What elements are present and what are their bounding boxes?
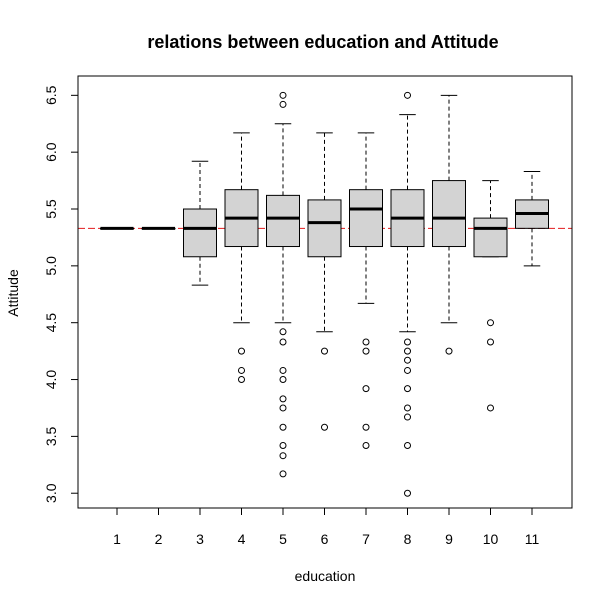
outlier-point: [362, 385, 370, 393]
outlier-point: [279, 423, 287, 431]
y-axis-label: Attitude: [5, 269, 21, 317]
outlier-point: [279, 91, 287, 99]
outlier-point: [404, 338, 411, 346]
box-group-11: [515, 170, 549, 267]
outlier-point: [404, 441, 411, 449]
outlier-point: [279, 404, 287, 412]
x-axis: 1 2 3 4 5 6 7 8 9 10 11: [113, 507, 540, 547]
y-tick-label: 3.5: [43, 426, 59, 446]
plot-frame: [77, 75, 573, 509]
box-group-7: [349, 132, 383, 449]
box-group-3: [183, 160, 217, 286]
outlier-point: [404, 404, 411, 412]
box-group-5: [266, 91, 300, 478]
y-tick-label: 6.5: [43, 85, 59, 105]
y-tick-label: 5.0: [43, 256, 59, 276]
outlier-point: [404, 356, 411, 364]
outlier-point: [279, 452, 287, 460]
y-tick-label: 3.0: [43, 483, 59, 503]
chart-title: relations between education and Attitude: [147, 32, 498, 52]
box-group-4: [224, 132, 259, 384]
outlier-point: [362, 441, 370, 449]
x-tick-label: 10: [483, 531, 499, 547]
outlier-point: [238, 366, 245, 374]
box-iqr: [349, 189, 383, 248]
y-axis: 3.0 3.5 4.0 4.5 5.0 5.5 6.0 6.5: [43, 85, 79, 503]
x-tick-label: 1: [113, 531, 121, 547]
outlier-point: [279, 366, 287, 374]
outlier-point: [321, 423, 328, 431]
outlier-point: [362, 338, 370, 346]
outlier-point: [279, 470, 287, 478]
box-group-10: [473, 180, 508, 412]
outlier-point: [362, 423, 370, 431]
outlier-point: [487, 404, 494, 412]
y-tick-label: 4.0: [43, 370, 59, 390]
box-iqr: [183, 208, 217, 258]
box-group-6: [307, 132, 342, 431]
outlier-point: [279, 441, 287, 449]
box-iqr: [307, 199, 342, 258]
outlier-point: [279, 376, 287, 384]
y-tick-label: 4.5: [43, 313, 59, 333]
outlier-point: [238, 376, 245, 384]
box-iqr: [473, 217, 508, 258]
plot-area: [78, 91, 572, 497]
outlier-point: [487, 338, 494, 346]
outlier-point: [445, 347, 453, 355]
x-tick-label: 8: [404, 531, 412, 547]
outlier-point: [404, 347, 411, 355]
box-group-8: [390, 91, 425, 497]
box-group-1: [100, 226, 134, 230]
outlier-point: [404, 385, 411, 393]
box-iqr: [432, 180, 466, 248]
y-tick-label: 6.0: [43, 142, 59, 162]
x-tick-label: 11: [525, 531, 540, 547]
x-tick-label: 4: [238, 531, 246, 547]
box-group-9: [432, 94, 466, 355]
outlier-point: [404, 91, 411, 99]
y-tick-label: 5.5: [43, 199, 59, 219]
outlier-point: [404, 366, 411, 374]
x-tick-label: 2: [155, 531, 163, 547]
outlier-point: [279, 100, 287, 108]
outlier-point: [279, 328, 287, 336]
outlier-point: [404, 489, 411, 497]
outlier-point: [238, 347, 245, 355]
outlier-point: [487, 319, 494, 327]
outlier-point: [279, 395, 287, 403]
x-tick-label: 6: [321, 531, 329, 547]
outlier-point: [362, 347, 370, 355]
outlier-point: [321, 347, 328, 355]
x-axis-label: education: [295, 568, 356, 584]
box-group-2: [141, 226, 176, 230]
x-tick-label: 7: [362, 531, 370, 547]
x-tick-label: 5: [279, 531, 287, 547]
box-iqr: [266, 194, 300, 248]
x-tick-label: 3: [196, 531, 204, 547]
x-tick-label: 9: [445, 531, 453, 547]
outlier-point: [404, 413, 411, 421]
outlier-point: [279, 338, 287, 346]
